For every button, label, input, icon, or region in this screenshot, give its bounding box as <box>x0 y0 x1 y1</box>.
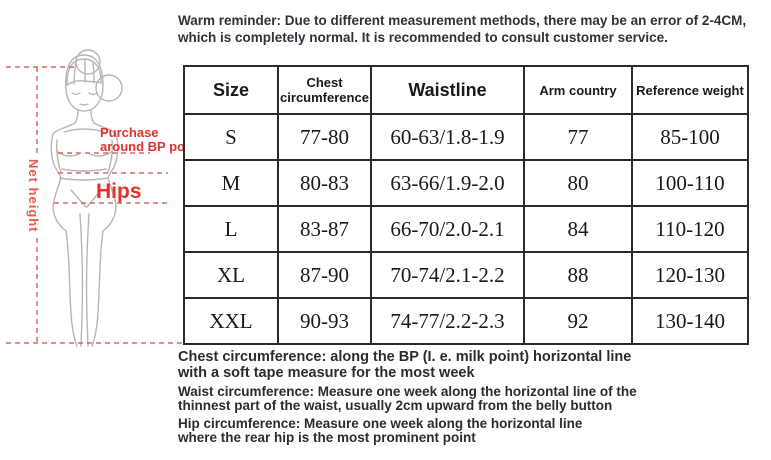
cell-weight: 100-110 <box>631 159 749 207</box>
cell-waistline: 66-70/2.0-2.1 <box>370 205 525 253</box>
bangs <box>66 58 102 86</box>
waist-curve-upper <box>61 168 107 172</box>
col-header-waistline: Waistline <box>370 65 525 115</box>
cell-arm: 92 <box>523 297 633 345</box>
shoulder-right <box>93 122 117 135</box>
cell-waistline: 70-74/2.1-2.2 <box>370 251 525 299</box>
col-header-weight: Reference weight <box>631 65 749 115</box>
cell-chest: 80-83 <box>277 159 372 207</box>
note-waist-line2: thinnest part of the waist, usually 2cm … <box>178 398 613 413</box>
body-sketch <box>6 49 183 347</box>
measurement-notes: Chest circumference: along the BP (I. e.… <box>178 349 637 449</box>
cell-size: M <box>183 159 279 207</box>
bp-point-label: Purchase around BP point <box>100 126 201 154</box>
note-chest-line1: Chest circumference: along the BP (I. e.… <box>178 349 632 365</box>
table-row-xxl: XXL 90-93 74-77/2.2-2.3 92 130-140 <box>183 297 749 345</box>
note-waist: Waist circumference: Measure one week al… <box>178 385 637 413</box>
note-hip-line2: where the rear hip is the most prominent… <box>178 430 476 445</box>
cell-waistline: 63-66/1.9-2.0 <box>370 159 525 207</box>
crotch-line-right <box>86 189 102 208</box>
leg-outer-right <box>91 230 104 347</box>
cell-chest: 83-87 <box>277 205 372 253</box>
table-row-m: M 80-83 63-66/1.9-2.0 80 100-110 <box>183 159 749 207</box>
waist-curve-lower <box>59 177 109 181</box>
note-chest: Chest circumference: along the BP (I. e.… <box>178 349 637 381</box>
col-header-chest: Chest circumference <box>277 65 372 115</box>
col-header-size: Size <box>183 65 279 115</box>
cell-arm: 77 <box>523 113 633 161</box>
note-waist-line1: Waist circumference: Measure one week al… <box>178 384 637 399</box>
cell-waistline: 74-77/2.2-2.3 <box>370 297 525 345</box>
net-height-label: Net height <box>26 156 41 236</box>
col-header-arm: Arm country <box>523 65 633 115</box>
cell-size: S <box>183 113 279 161</box>
eye-left <box>71 92 81 96</box>
cell-chest: 90-93 <box>277 297 372 345</box>
table-row-xl: XL 87-90 70-74/2.1-2.2 88 120-130 <box>183 251 749 299</box>
cell-weight: 130-140 <box>631 297 749 345</box>
cell-weight: 120-130 <box>631 251 749 299</box>
warm-reminder: Warm reminder: Due to different measurem… <box>178 12 746 46</box>
hairline <box>66 79 102 86</box>
cell-size: L <box>183 205 279 253</box>
bp-point-label-line2: around BP point <box>100 139 201 154</box>
size-table: Size Chest circumference Waistline Arm c… <box>183 65 749 345</box>
cell-arm: 80 <box>523 159 633 207</box>
measure-lines <box>6 66 183 344</box>
crotch-line-left <box>70 189 87 208</box>
woman-outline-sketch <box>50 49 123 347</box>
leg-inner-right <box>85 213 90 347</box>
bp-point-label-line1: Purchase <box>100 125 159 140</box>
leg-outer-left <box>65 230 78 347</box>
cell-weight: 110-120 <box>631 205 749 253</box>
warm-reminder-line1: Warm reminder: Due to different measurem… <box>178 13 747 28</box>
arm-right <box>107 139 113 173</box>
cell-size: XL <box>183 251 279 299</box>
bust-curve-right <box>89 151 112 157</box>
cell-arm: 88 <box>523 251 633 299</box>
hair-top-bun <box>75 49 101 75</box>
head-outline <box>65 54 104 112</box>
note-chest-line2: with a soft tape measure for the most we… <box>178 364 475 381</box>
hips-label: Hips <box>96 180 142 203</box>
table-row-s: S 77-80 60-63/1.8-1.9 77 85-100 <box>183 113 749 161</box>
cell-arm: 84 <box>523 205 633 253</box>
warm-reminder-line2: which is completely normal. It is recomm… <box>178 30 668 45</box>
cell-weight: 85-100 <box>631 113 749 161</box>
table-row-l: L 83-87 66-70/2.0-2.1 84 110-120 <box>183 205 749 253</box>
neck <box>74 109 79 124</box>
cell-chest: 77-80 <box>277 113 372 161</box>
mouth <box>79 103 89 106</box>
eye-right <box>88 92 98 96</box>
cell-size: XXL <box>183 297 279 345</box>
cell-chest: 87-90 <box>277 251 372 299</box>
hair-side-bun <box>95 74 123 102</box>
shoulder-left <box>52 122 76 135</box>
note-hip: Hip circumference: Measure one week alon… <box>178 417 637 445</box>
collar <box>63 128 105 133</box>
arm-left <box>56 139 62 173</box>
cell-waistline: 60-63/1.8-1.9 <box>370 113 525 161</box>
note-hip-line1: Hip circumference: Measure one week alon… <box>178 416 583 431</box>
torso-left <box>50 133 67 232</box>
leg-inner-left <box>79 213 84 347</box>
table-header-row: Size Chest circumference Waistline Arm c… <box>183 65 749 115</box>
